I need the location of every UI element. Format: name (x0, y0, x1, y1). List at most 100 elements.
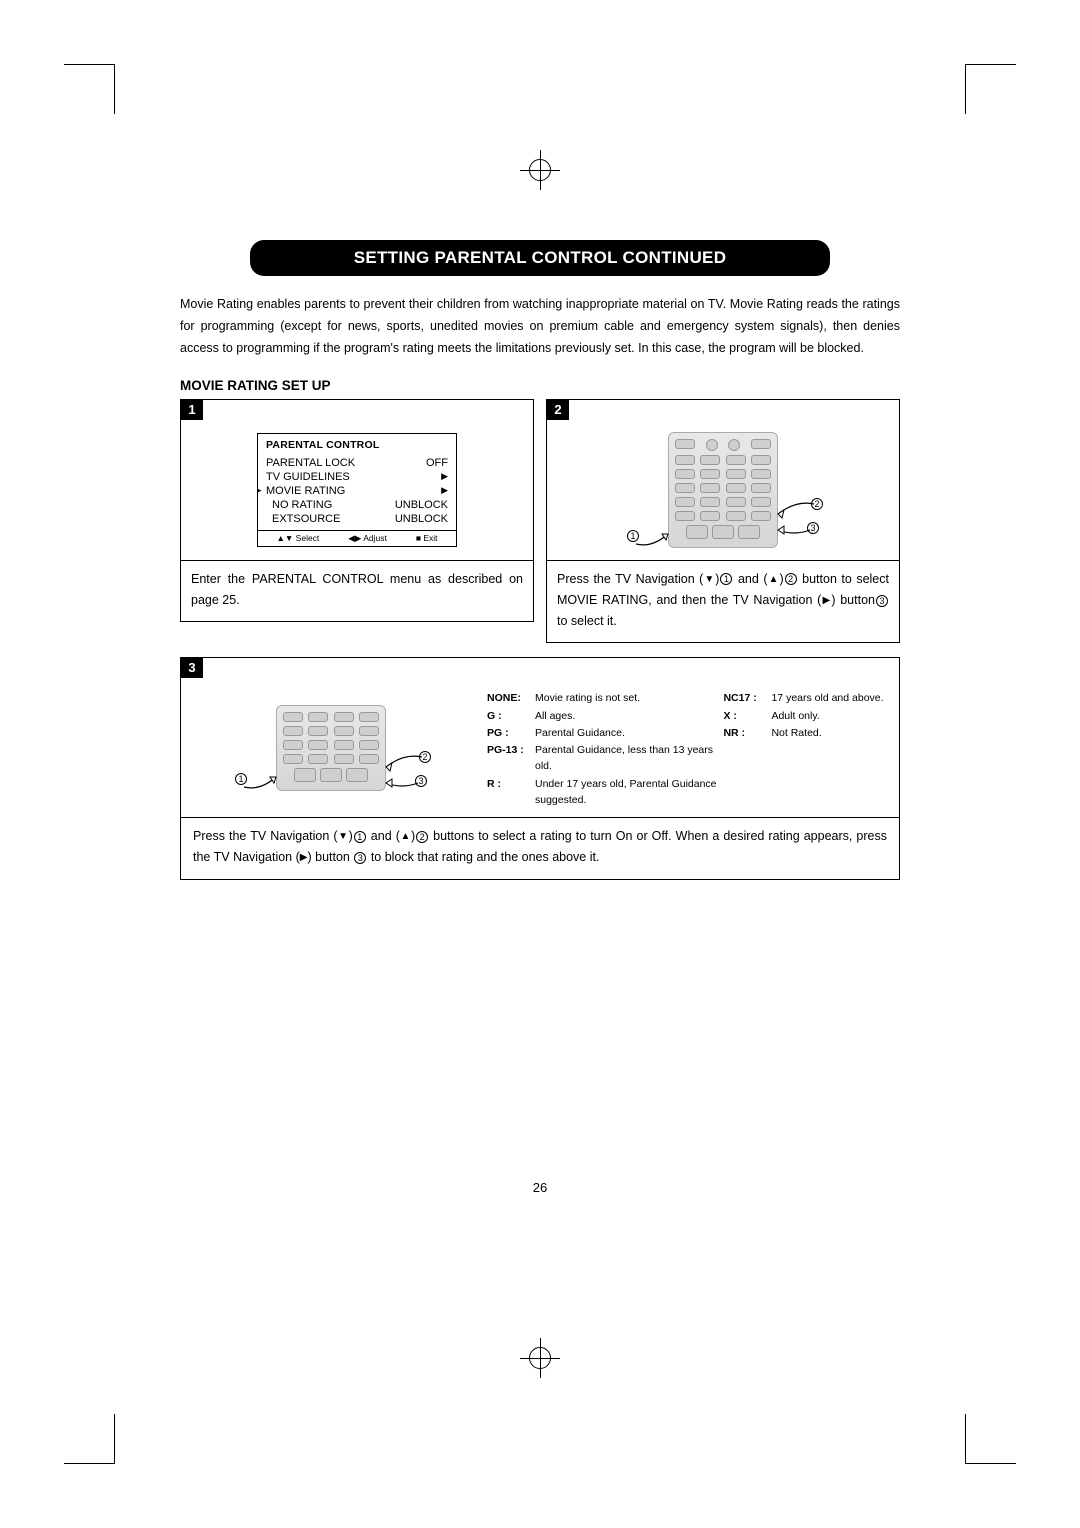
down-icon: ▼ (338, 831, 349, 842)
caption-text: to select it. (557, 614, 617, 628)
menu-row: PARENTAL LOCK OFF (266, 456, 448, 470)
ratings-col-right: NC17 :17 years old and above. X :Adult o… (723, 690, 889, 809)
callout-ref: 1 (354, 831, 366, 843)
rating-value: All ages. (535, 708, 723, 724)
callout-number: 3 (806, 522, 820, 534)
caption-text: and ( (733, 572, 767, 586)
callout-ref: 3 (354, 852, 366, 864)
callout-number: 3 (414, 775, 428, 787)
caption-text: ) button (831, 593, 875, 607)
menu-row-label: NO RATING (266, 499, 332, 511)
up-icon: ▲ (400, 831, 411, 842)
crop-mark (64, 64, 114, 65)
rating-value: Adult only. (771, 708, 889, 724)
menu-footer-select: ▲▼ Select (276, 533, 319, 544)
rating-value: Under 17 years old, Parental Guidance su… (535, 776, 723, 809)
rating-value: Movie rating is not set. (535, 690, 723, 706)
remote-illustration: 1 2 3 (668, 432, 778, 548)
crop-mark (965, 64, 966, 114)
page-content: SETTING PARENTAL CONTROL CONTINUED Movie… (180, 240, 900, 1195)
menu-footer-exit: ■ Exit (416, 533, 438, 544)
crop-mark (966, 1463, 1016, 1464)
step-1-figure: PARENTAL CONTROL PARENTAL LOCK OFF TV GUI… (181, 420, 533, 560)
menu-title: PARENTAL CONTROL (258, 434, 456, 454)
rating-value: Not Rated. (771, 725, 889, 741)
step-number: 1 (181, 400, 203, 420)
rating-key: PG : (487, 725, 535, 741)
menu-footer: ▲▼ Select ◀▶ Adjust ■ Exit (258, 530, 456, 546)
rating-key: G : (487, 708, 535, 724)
callout-arrow-icon (634, 520, 674, 550)
section-title: SETTING PARENTAL CONTROL CONTINUED (250, 240, 830, 276)
menu-row-label: EXTSOURCE (266, 513, 340, 525)
intro-paragraph: Movie Rating enables parents to prevent … (180, 294, 900, 360)
rating-key: R : (487, 776, 535, 792)
caption-text: ) button (307, 850, 353, 864)
menu-row: NO RATING UNBLOCK (266, 498, 448, 512)
callout-arrow-icon (242, 763, 282, 793)
menu-row: EXTSOURCE UNBLOCK (266, 512, 448, 526)
crop-mark (965, 1414, 966, 1464)
step-number: 3 (181, 658, 203, 678)
right-icon: ▶ (821, 595, 831, 606)
step-3: 3 1 2 (180, 657, 900, 879)
step-1-caption: Enter the PARENTAL CONTROL menu as descr… (181, 560, 533, 622)
menu-row-value: ▶ (441, 485, 448, 497)
menu-row-label: TV GUIDELINES (266, 471, 350, 483)
rating-key: NC17 : (723, 690, 771, 706)
caption-text: to block that rating and the ones above … (367, 850, 599, 864)
ratings-col-left: NONE:Movie rating is not set. G :All age… (487, 690, 723, 809)
caption-text: and ( (367, 829, 400, 843)
menu-row-label: PARENTAL LOCK (266, 457, 355, 469)
crop-mark (114, 1414, 115, 1464)
callout-number: 1 (626, 530, 640, 542)
rating-key: NR : (723, 725, 771, 741)
crop-mark (64, 1463, 114, 1464)
registration-mark (520, 150, 560, 190)
menu-row: TV GUIDELINES ▶ (266, 470, 448, 484)
callout-ref: 2 (416, 831, 428, 843)
menu-row-label: MOVIE RATING (266, 485, 345, 497)
callout-number: 2 (810, 498, 824, 510)
callout-number: 1 (234, 773, 248, 785)
menu-row-value: ▶ (441, 471, 448, 483)
step-3-figure: 1 2 3 (181, 678, 481, 817)
ratings-legend: NONE:Movie rating is not set. G :All age… (481, 678, 899, 817)
rating-value: Parental Guidance, less than 13 years ol… (535, 742, 723, 775)
step-number: 2 (547, 400, 569, 420)
callout-ref: 1 (720, 573, 732, 585)
rating-key: NONE: (487, 690, 535, 706)
menu-row-value: UNBLOCK (395, 513, 448, 525)
menu-row-value: OFF (426, 457, 448, 469)
step-2-caption: Press the TV Navigation (▼)1 and (▲)2 bu… (547, 560, 899, 643)
callout-ref: 2 (785, 573, 797, 585)
rating-key: PG-13 : (487, 742, 535, 758)
rating-key: X : (723, 708, 771, 724)
callout-ref: 3 (876, 595, 888, 607)
caption-text: Press the TV Navigation ( (557, 572, 703, 586)
crop-mark (966, 64, 1016, 65)
step-1: 1 PARENTAL CONTROL PARENTAL LOCK OFF TV G… (180, 399, 534, 644)
caption-text: Press the TV Navigation ( (193, 829, 338, 843)
step-3-caption: Press the TV Navigation (▼)1 and (▲)2 bu… (181, 817, 899, 879)
rating-value: Parental Guidance. (535, 725, 723, 741)
crop-mark (114, 64, 115, 114)
caption-text: ) (779, 572, 783, 586)
up-icon: ▲ (768, 574, 780, 585)
callout-number: 2 (418, 751, 432, 763)
menu-row-selected: MOVIE RATING ▶ (266, 484, 448, 498)
page-number: 26 (180, 1180, 900, 1195)
menu-row-value: UNBLOCK (395, 499, 448, 511)
parental-control-menu: PARENTAL CONTROL PARENTAL LOCK OFF TV GUI… (257, 433, 457, 547)
caption-text: ) (715, 572, 719, 586)
down-icon: ▼ (703, 574, 715, 585)
caption-text: ) (349, 829, 353, 843)
registration-mark (520, 1338, 560, 1378)
subheading: MOVIE RATING SET UP (180, 378, 900, 393)
menu-footer-adjust: ◀▶ Adjust (348, 533, 387, 544)
rating-value: 17 years old and above. (771, 690, 889, 706)
caption-text: ) (411, 829, 415, 843)
remote-illustration: 1 2 3 (276, 705, 386, 791)
steps-row-1: 1 PARENTAL CONTROL PARENTAL LOCK OFF TV G… (180, 399, 900, 644)
step-2-figure: 1 2 3 (547, 420, 899, 560)
